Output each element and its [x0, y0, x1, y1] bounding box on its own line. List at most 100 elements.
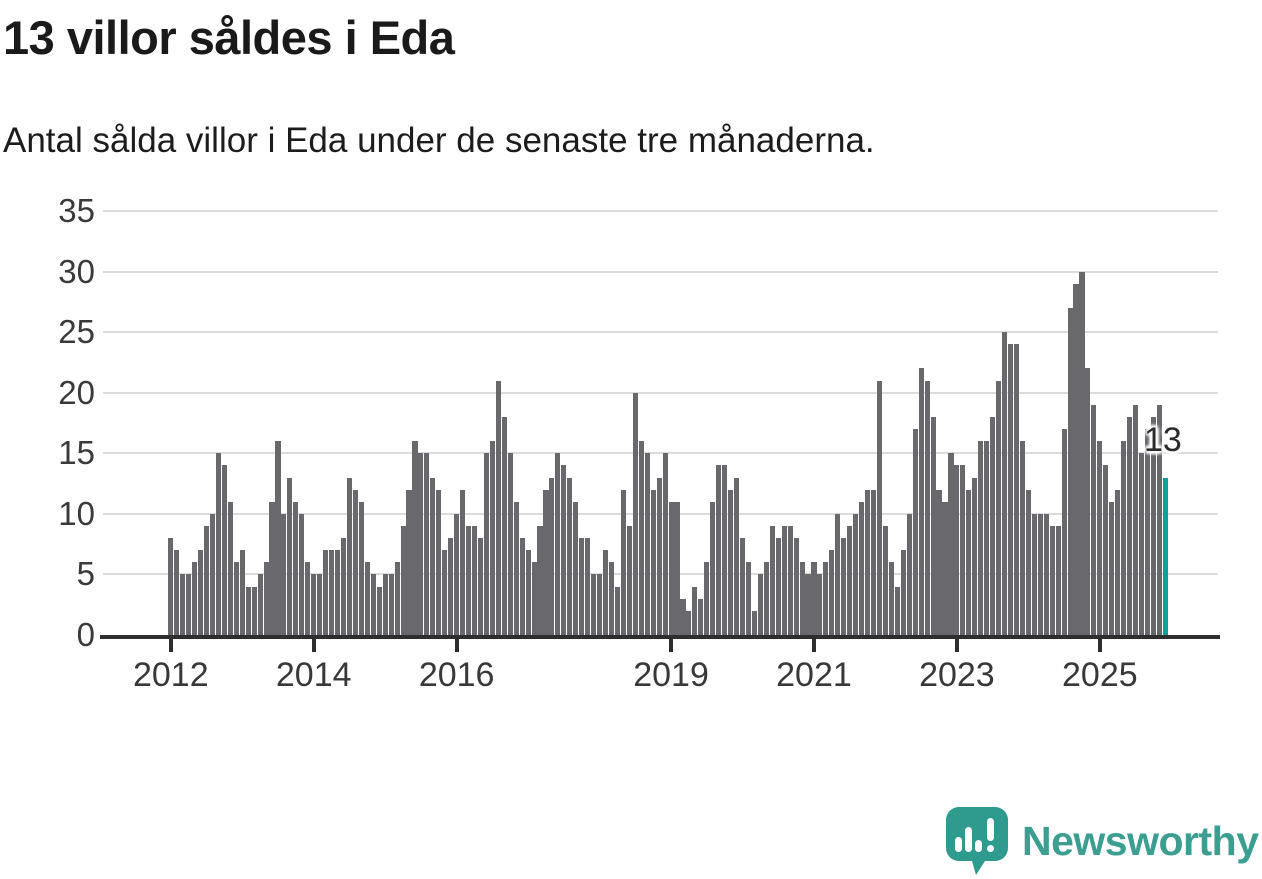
last-value-label: 13 [1144, 421, 1182, 459]
bar [823, 562, 829, 635]
bar [1055, 525, 1061, 635]
bar [751, 610, 757, 635]
bar [323, 550, 329, 635]
bar [1049, 525, 1055, 635]
bar [763, 562, 769, 635]
page-subtitle: Antal sålda villor i Eda under de senast… [3, 121, 875, 160]
newsworthy-bubble-chart-icon [946, 807, 1008, 875]
bar [900, 550, 906, 635]
bar [894, 586, 900, 635]
bar [329, 550, 335, 635]
gridline-20 [103, 391, 1218, 394]
x-axis-line [100, 635, 1220, 639]
bar [245, 586, 251, 635]
y-axis-label-20: 20 [58, 373, 95, 411]
bar [781, 525, 787, 635]
bar [888, 562, 894, 635]
bar [305, 562, 311, 635]
gridline-35 [103, 209, 1218, 212]
bar [251, 586, 257, 635]
bar [1127, 416, 1133, 635]
bar [686, 610, 692, 635]
y-axis-label-35: 35 [58, 191, 95, 229]
bar [1013, 344, 1019, 635]
bar [817, 574, 823, 635]
bar [1115, 489, 1121, 635]
bar [1073, 283, 1079, 635]
bar [859, 501, 865, 635]
bar [382, 574, 388, 635]
bar [757, 574, 763, 635]
bar [227, 501, 233, 635]
bar [710, 501, 716, 635]
bar [739, 538, 746, 635]
newsworthy-logo: Newsworthy [945, 806, 1259, 876]
bar [215, 453, 221, 635]
bar [454, 513, 460, 635]
bar [876, 380, 883, 635]
y-axis-label-25: 25 [58, 313, 95, 351]
bar [335, 550, 341, 635]
bar [829, 550, 835, 635]
bar [1091, 404, 1097, 635]
bar [513, 501, 519, 635]
bar [1067, 307, 1073, 635]
bar [471, 525, 478, 635]
bar [311, 574, 317, 635]
bar [793, 538, 799, 635]
bar [692, 586, 698, 635]
bar [1025, 489, 1031, 635]
bar [656, 477, 662, 635]
gridline-30 [103, 270, 1218, 273]
bar [650, 489, 656, 635]
bar [805, 574, 811, 635]
bar [799, 562, 805, 635]
bar [269, 501, 275, 635]
bar [430, 477, 436, 635]
y-axis-label-10: 10 [58, 494, 95, 532]
bar [394, 562, 400, 635]
bar [567, 477, 573, 635]
bar [1138, 453, 1145, 635]
bar [263, 562, 269, 635]
y-axis-label-5: 5 [76, 555, 95, 593]
bar [585, 538, 591, 635]
bar [561, 465, 567, 635]
bar [168, 538, 174, 635]
bar [1085, 368, 1091, 635]
x-tick-2012 [168, 639, 173, 652]
bar [698, 598, 704, 635]
bar [936, 489, 942, 635]
bar [543, 489, 549, 635]
bar [317, 574, 323, 635]
bar [483, 453, 489, 635]
bar [477, 538, 484, 635]
bar [221, 465, 227, 635]
bar [632, 392, 638, 635]
x-tick-2014 [311, 639, 316, 652]
bar [1156, 404, 1162, 635]
bar [966, 489, 972, 635]
y-axis-label-30: 30 [58, 252, 95, 290]
bar [424, 453, 430, 635]
gridline-25 [103, 331, 1218, 334]
bar [501, 416, 507, 635]
y-axis-label-15: 15 [58, 434, 95, 472]
bar [912, 429, 918, 635]
bar [906, 513, 912, 635]
bar [442, 550, 448, 635]
x-axis-label-2016: 2016 [418, 656, 495, 694]
bar [597, 574, 603, 635]
bar [1103, 465, 1109, 635]
bar [680, 598, 686, 635]
page-title: 13 villor såldes i Eda [3, 11, 455, 64]
bar [1144, 429, 1151, 635]
bar [704, 562, 710, 635]
bar [293, 501, 299, 635]
bar [364, 562, 370, 635]
bar [209, 513, 216, 635]
bar [1002, 332, 1008, 635]
x-axis-label-2023: 2023 [919, 656, 995, 694]
bar [525, 550, 531, 635]
